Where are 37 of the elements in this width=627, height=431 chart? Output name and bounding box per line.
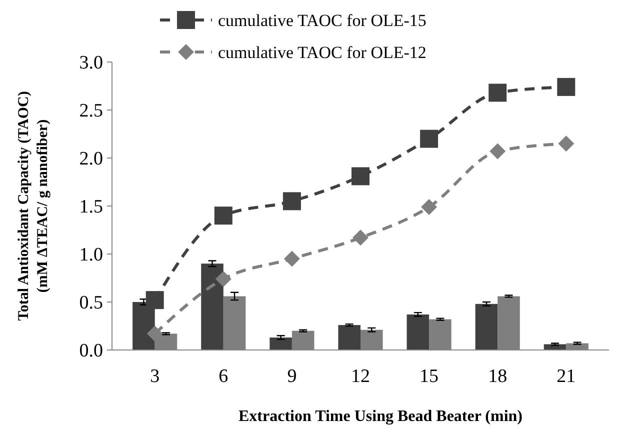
y-axis-title: Total Antioxidant Capacity (TAOC) (mM ΔTEAC/ g nanofiber) [16,91,51,321]
x-axis-title: Extraction Time Using Bead Beater (min) [238,408,522,425]
x-tick-label: 15 [420,366,439,387]
point [215,270,232,287]
y-tick-label: 3.0 [79,52,103,74]
x-tick-label: 12 [351,366,370,387]
point [490,143,506,160]
point [146,291,164,310]
point [558,136,574,152]
bar [201,264,224,350]
legend-label: cumulative TAOC for OLE-12 [218,42,426,62]
point [421,198,438,215]
y-tick-label: 2.5 [79,100,103,122]
bar [406,314,430,350]
y-tick-label: 1.5 [79,196,103,218]
y-tick-label: 1.0 [79,244,103,266]
point [488,84,507,102]
x-tick-label: 18 [488,366,508,387]
x-tick-label: 6 [218,366,228,387]
point [352,230,368,246]
point [420,130,438,148]
bar [475,304,498,350]
y-tick-label: 0.5 [79,292,103,314]
x-tick-label: 21 [556,366,576,387]
point [557,78,576,96]
point [146,326,163,342]
point [214,206,232,225]
point [282,192,301,210]
bar [270,338,292,350]
point [352,167,370,186]
y-tick-label: 0.0 [79,340,103,362]
y-tick-label: 2.0 [79,148,103,170]
x-tick-label: 3 [150,366,160,387]
point [284,250,300,267]
bar [338,325,360,350]
legend-label: cumulative TAOC for OLE-15 [218,10,426,30]
x-tick-label: 9 [287,366,297,387]
